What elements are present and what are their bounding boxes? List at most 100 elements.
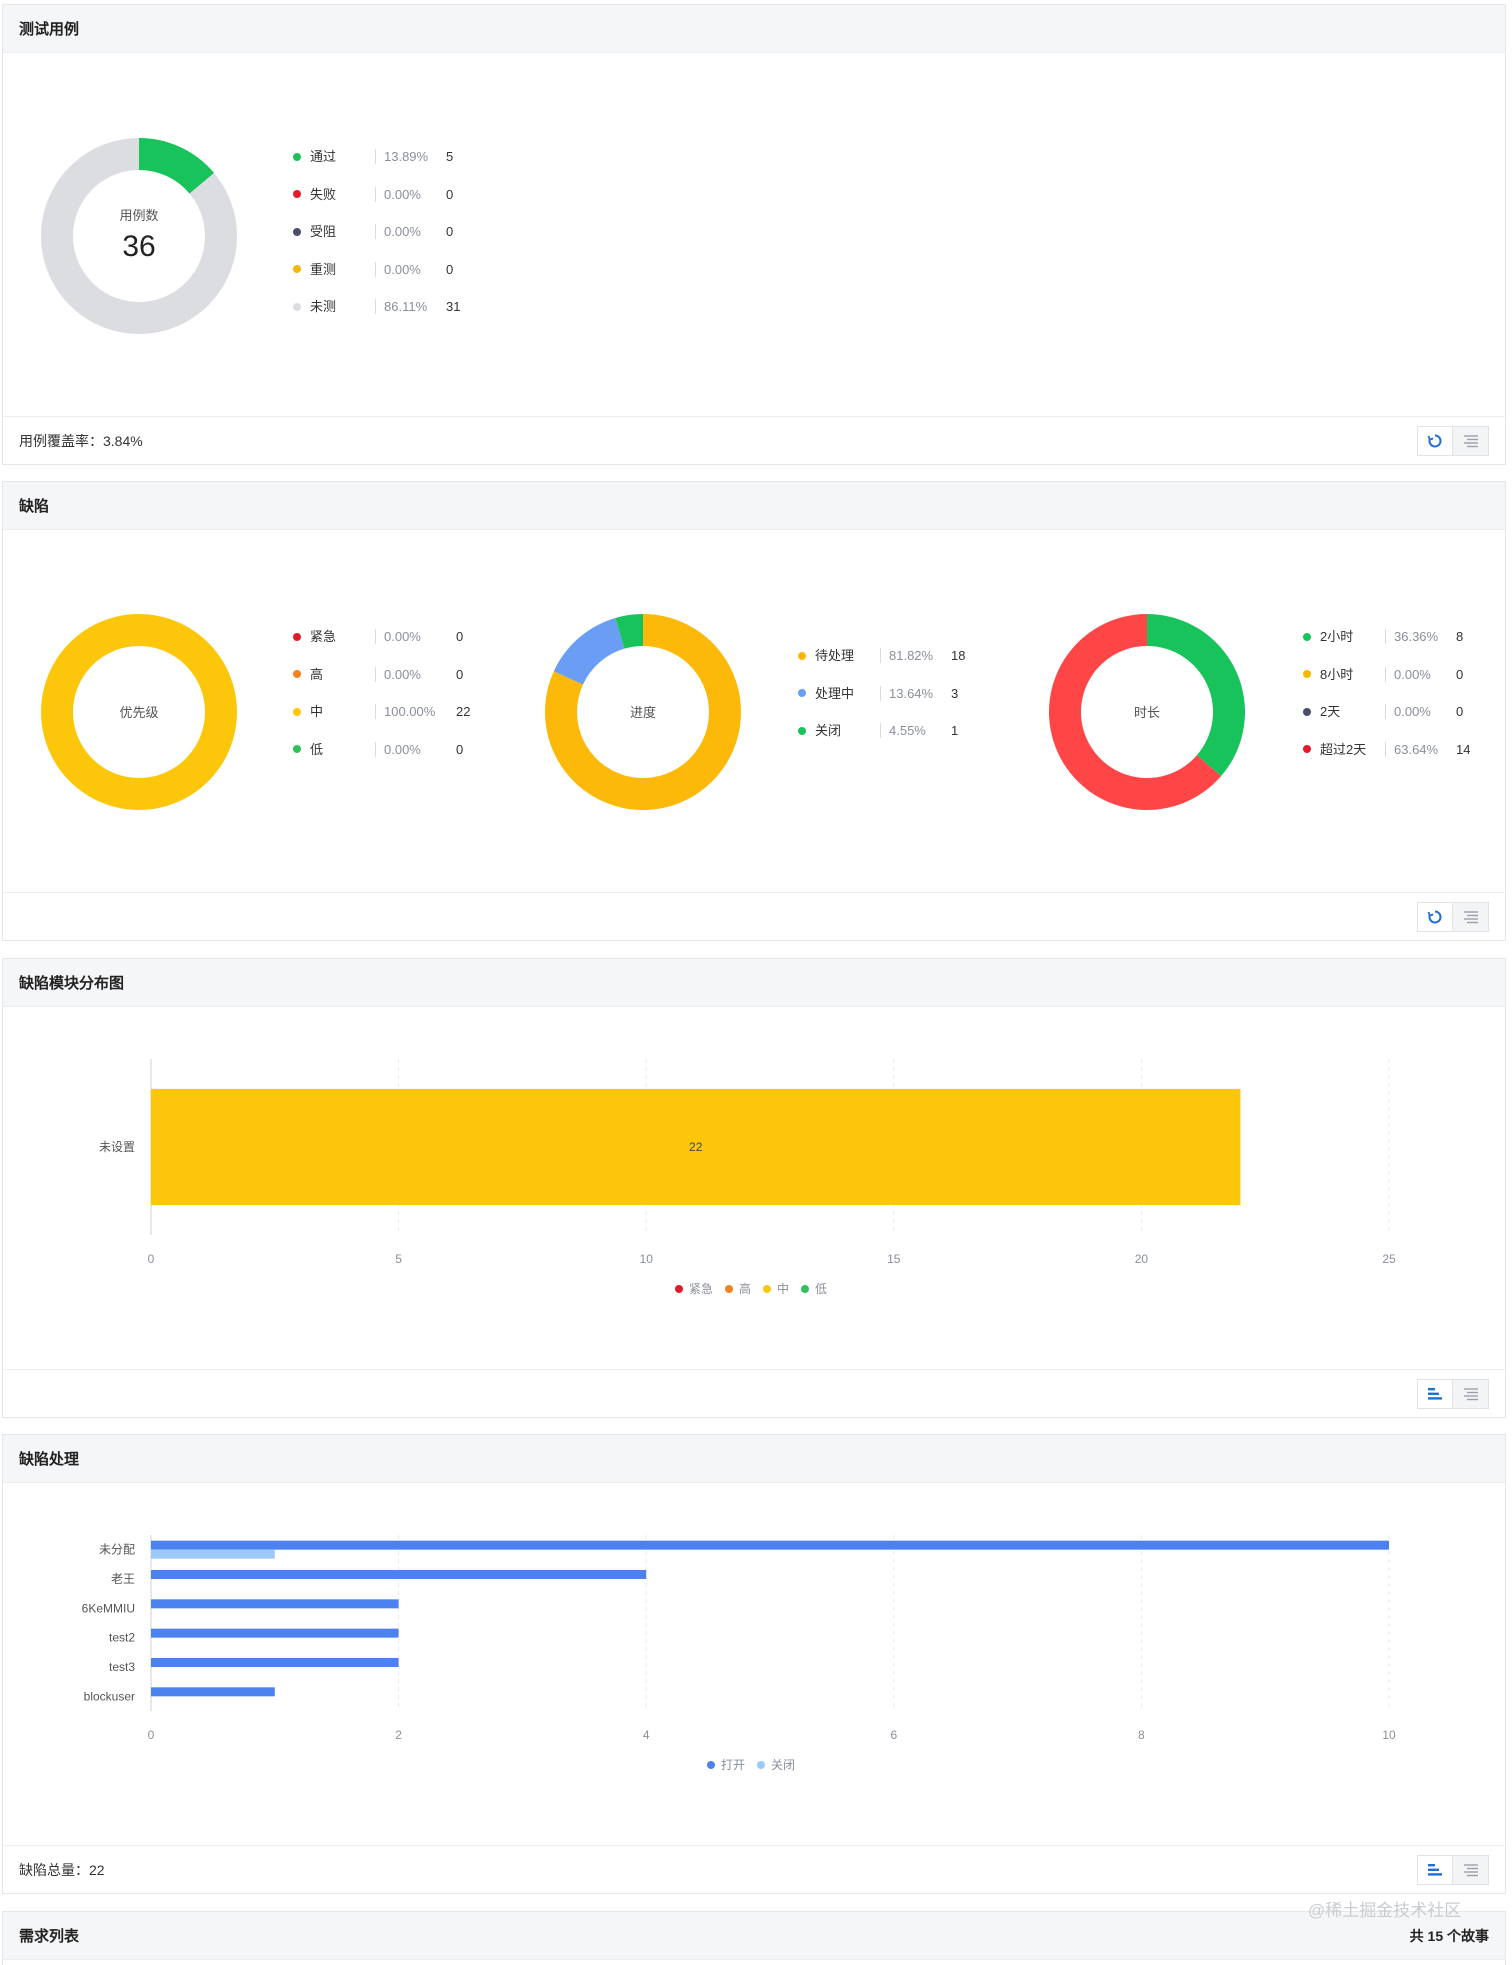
y-tick-label: 未分配	[99, 1543, 135, 1557]
legend-item[interactable]: 待处理 81.82% 18	[798, 637, 965, 675]
legend-dot[interactable]	[707, 1761, 715, 1769]
legend-dot	[1303, 632, 1311, 641]
donut-slice-通过[interactable]	[139, 138, 215, 194]
watermark: @稀土掘金技术社区	[1308, 1901, 1462, 1920]
legend-item[interactable]: 超过2天 63.64% 14	[1303, 731, 1470, 769]
list-view-button[interactable]	[1453, 1379, 1489, 1409]
list-view-button[interactable]	[1453, 426, 1489, 456]
legend-count: 18	[951, 648, 966, 664]
legend-item[interactable]: 受阻 0.00% 0	[293, 213, 460, 251]
x-tick-label: 8	[1138, 1728, 1145, 1742]
donut-slice-2小时[interactable]	[1147, 614, 1245, 777]
legend-item[interactable]: 处理中 13.64% 3	[798, 675, 965, 713]
legend-item[interactable]: 8小时 0.00% 0	[1303, 656, 1470, 694]
bar-view-button[interactable]	[1417, 1379, 1453, 1409]
donut-center-label: 进度	[630, 705, 656, 720]
legend-item[interactable]: 通过 13.89% 5	[293, 138, 460, 176]
legend-count: 0	[456, 741, 464, 757]
donut-center-label: 用例数	[119, 208, 158, 223]
progress-donut: 进度	[545, 614, 741, 810]
pie-view-button[interactable]	[1417, 426, 1453, 456]
view-toggle	[1417, 1379, 1489, 1409]
legend-percent: 100.00%	[384, 704, 436, 720]
story-count: 共 15 个故事	[1409, 1927, 1489, 1944]
legend-label: 低	[815, 1282, 827, 1296]
legend-percent: 86.11%	[384, 299, 428, 315]
bar-打开[interactable]	[151, 1599, 399, 1609]
y-tick-label: blockuser	[84, 1689, 135, 1703]
legend-item[interactable]: 高 0.00% 0	[293, 656, 470, 694]
legend-item[interactable]: 失败 0.00% 0	[293, 176, 460, 214]
donut-center-value: 36	[122, 230, 155, 263]
list-view-button[interactable]	[1453, 902, 1489, 932]
legend-dot	[1303, 707, 1311, 716]
legend-item[interactable]: 紧急 0.00% 0	[293, 618, 470, 656]
legend-dot	[293, 745, 301, 754]
bar-view-button[interactable]	[1417, 1855, 1453, 1885]
legend-name: 失败	[310, 186, 376, 202]
legend-count: 0	[446, 186, 454, 202]
donut-slice-超过2天[interactable]	[1049, 614, 1222, 810]
legend-item[interactable]: 重测 0.00% 0	[293, 251, 460, 289]
defect-handling-card: 缺陷处理 0 2 4 6 8 10 未分配 老王 6KeMMIU test2 test3 blocku…	[2, 1434, 1506, 1894]
donut-slice-未测[interactable]	[41, 138, 237, 334]
legend-dot	[293, 707, 301, 716]
card-title: 缺陷处理	[19, 1451, 80, 1468]
card-title: 需求列表	[19, 1928, 80, 1945]
legend-dot	[798, 651, 806, 660]
legend-label: 关闭	[771, 1758, 795, 1772]
donut-slice-处理中[interactable]	[553, 617, 625, 685]
donut-slice-中[interactable]	[41, 614, 237, 810]
legend-name: 处理中	[815, 685, 881, 701]
legend-count: 0	[446, 261, 454, 277]
legend-dot[interactable]	[801, 1285, 809, 1293]
legend-count: 0	[446, 224, 454, 240]
legend-dot	[293, 152, 301, 161]
view-toggle	[1417, 426, 1489, 456]
legend-count: 8	[1456, 629, 1464, 645]
card-footer	[3, 1369, 1505, 1417]
test-cases-legend: 通过 13.89% 5 失败 0.00% 0 受阻 0.00% 0 重测 0.00% 0 未测 86.11…	[293, 138, 460, 326]
legend-item[interactable]: 未测 86.11% 31	[293, 288, 460, 326]
list-view-button[interactable]	[1453, 1855, 1489, 1885]
legend-count: 0	[456, 629, 464, 645]
legend-item[interactable]: 2小时 36.36% 8	[1303, 618, 1470, 656]
legend-count: 3	[951, 685, 959, 701]
donut-slice-待处理[interactable]	[545, 614, 741, 810]
card-title: 测试用例	[19, 21, 80, 38]
view-toggle	[1417, 1855, 1489, 1885]
pie-view-button[interactable]	[1417, 902, 1453, 932]
module-bar-chart: 0 5 10 15 20 25 未设置 22 紧急 高 中 低	[99, 1059, 1396, 1296]
bar-关闭[interactable]	[151, 1549, 275, 1559]
legend-name: 待处理	[815, 648, 881, 664]
legend-percent: 0.00%	[1394, 704, 1431, 720]
legend-dot[interactable]	[757, 1761, 765, 1769]
legend-name: 高	[310, 666, 376, 682]
bar-打开[interactable]	[151, 1687, 275, 1697]
legend-dot[interactable]	[725, 1285, 733, 1293]
legend-label: 紧急	[689, 1281, 713, 1296]
bar-打开[interactable]	[151, 1540, 1389, 1550]
legend-dot	[1303, 670, 1311, 679]
donut-slice-关闭[interactable]	[615, 614, 643, 649]
legend-dot[interactable]	[675, 1285, 683, 1293]
legend-name: 受阻	[310, 224, 376, 240]
card-header: 缺陷	[3, 482, 1505, 530]
bar-打开[interactable]	[151, 1658, 399, 1667]
bar-打开[interactable]	[151, 1570, 647, 1579]
legend-item[interactable]: 关闭 4.55% 1	[798, 712, 965, 750]
legend-percent: 0.00%	[384, 186, 421, 202]
legend-item[interactable]: 中 100.00% 22	[293, 693, 470, 731]
bar-打开[interactable]	[151, 1628, 399, 1638]
defects-card: 缺陷 优先级 紧急 0.00% 0 高 0.00% 0 中 100.00% 22 低 0.00% 0 …	[2, 481, 1506, 941]
legend-dot	[1303, 745, 1311, 754]
legend-name: 2小时	[1320, 629, 1386, 645]
legend-count: 0	[1456, 666, 1464, 682]
view-toggle	[1417, 902, 1489, 932]
donut-center-label: 优先级	[119, 705, 158, 720]
bar-中[interactable]	[151, 1088, 1241, 1206]
legend-name: 低	[310, 741, 376, 757]
legend-item[interactable]: 低 0.00% 0	[293, 731, 470, 769]
legend-dot[interactable]	[763, 1285, 771, 1293]
legend-item[interactable]: 2天 0.00% 0	[1303, 693, 1470, 731]
